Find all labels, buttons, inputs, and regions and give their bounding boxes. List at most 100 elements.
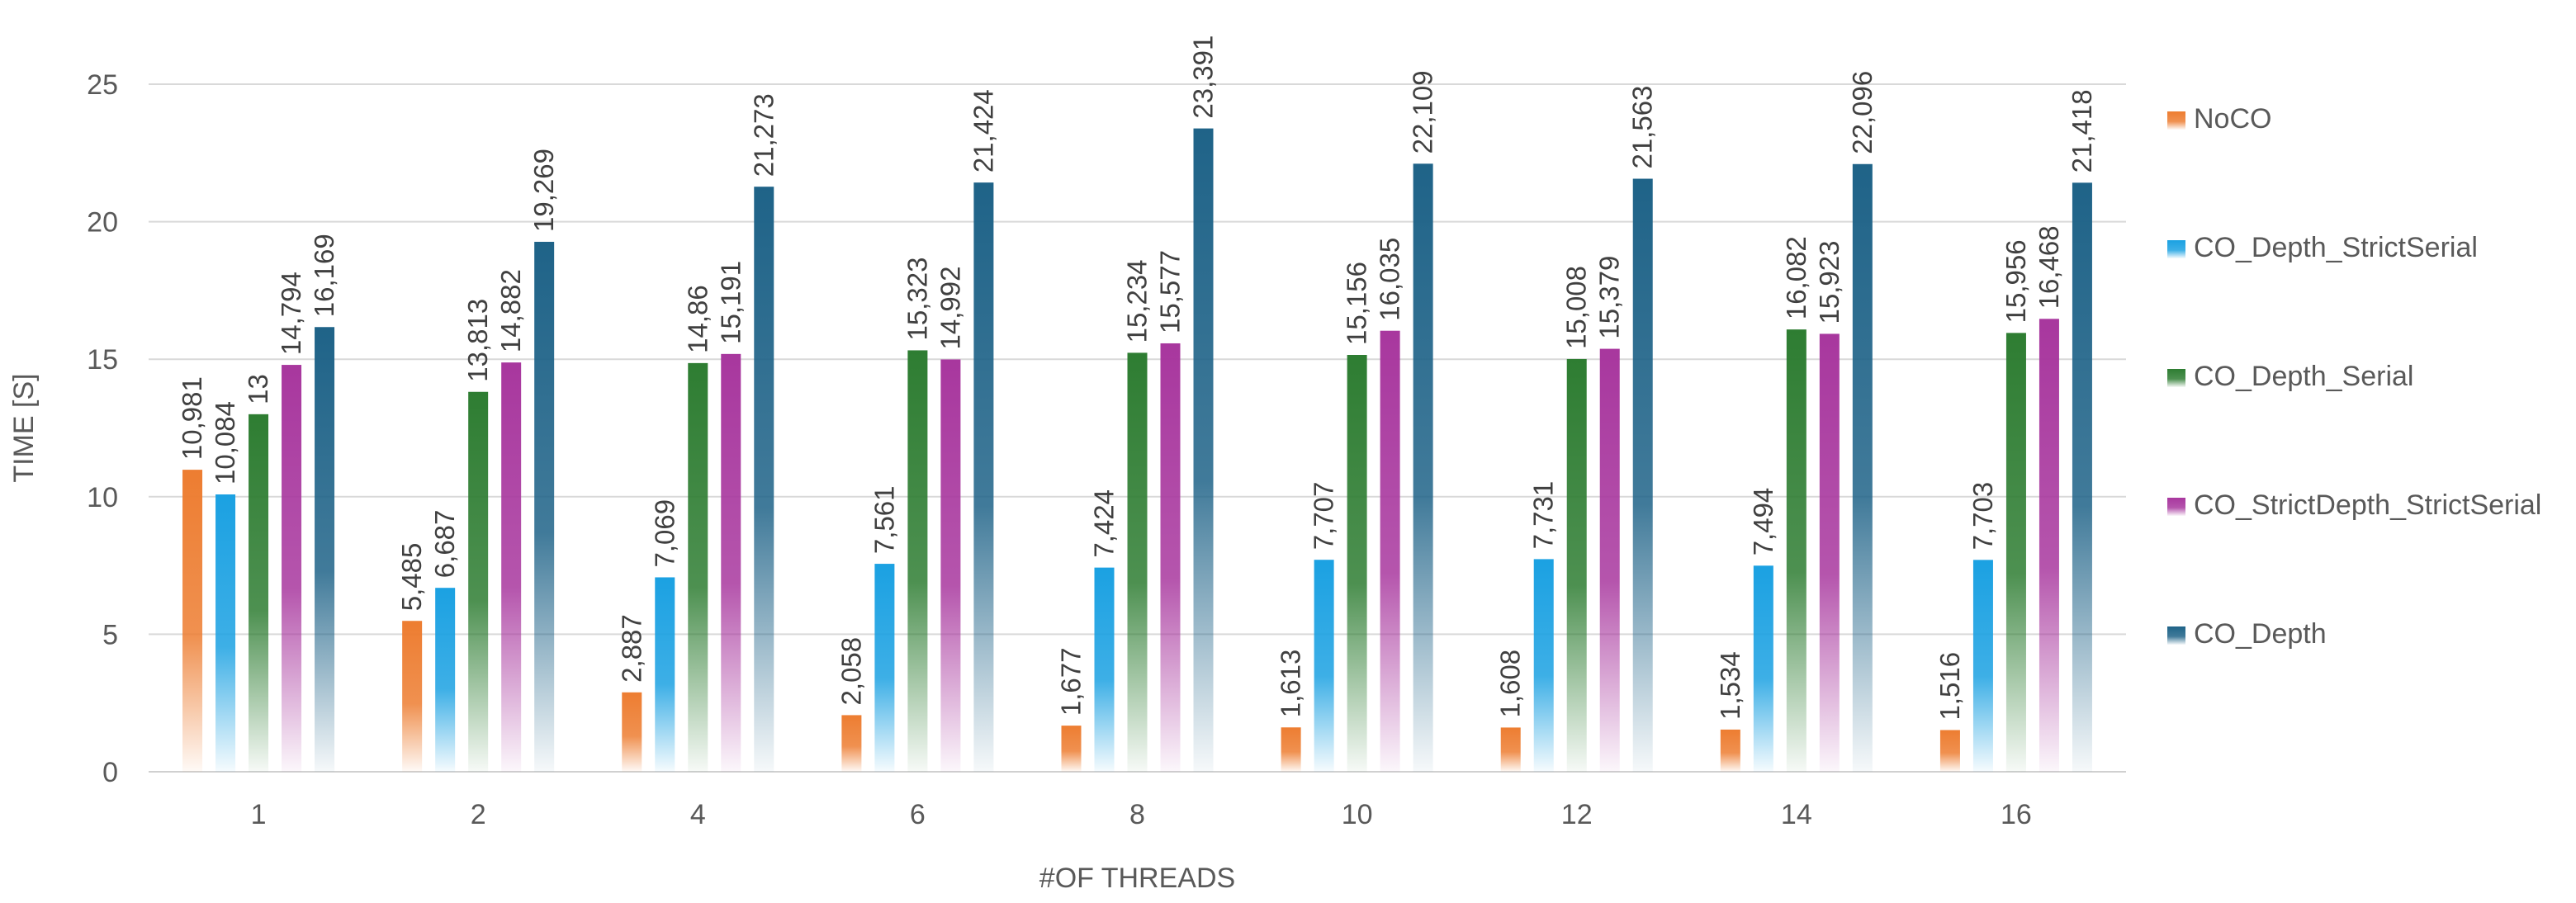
- bar: [1413, 163, 1433, 772]
- data-label: 1,677: [1056, 648, 1087, 716]
- bar: [1566, 358, 1587, 772]
- x-tick-label: 10: [1342, 799, 1373, 830]
- data-label: 23,391: [1188, 35, 1219, 119]
- bar: [1632, 178, 1653, 772]
- bar: [754, 187, 774, 772]
- data-label: 7,424: [1089, 489, 1120, 558]
- data-label: 14,882: [495, 269, 526, 352]
- bar: [2039, 319, 2059, 772]
- x-tick-label: 4: [690, 799, 706, 830]
- legend-swatch[interactable]: [2167, 111, 2185, 130]
- legend-label[interactable]: CO_Depth: [2194, 618, 2327, 650]
- data-label: 15,956: [2001, 239, 2031, 323]
- data-label: 7,561: [869, 485, 899, 554]
- bar: [874, 564, 895, 772]
- data-label: 15,156: [1342, 262, 1372, 345]
- bar: [622, 692, 642, 772]
- data-label: 15,191: [715, 261, 746, 344]
- legend-label[interactable]: NoCO: [2194, 103, 2271, 135]
- data-label: 7,707: [1309, 482, 1339, 551]
- data-label: 15,379: [1594, 256, 1625, 339]
- bar: [435, 588, 456, 772]
- bar: [2072, 182, 2092, 772]
- legend-swatch[interactable]: [2167, 240, 2185, 258]
- data-label: 1,613: [1276, 650, 1306, 718]
- bar: [402, 621, 423, 772]
- bar: [1819, 333, 1840, 772]
- bar: [249, 414, 269, 772]
- bar: [501, 362, 522, 772]
- bar: [1939, 730, 1960, 772]
- x-tick-label: 8: [1129, 799, 1145, 830]
- bar: [534, 241, 555, 772]
- y-tick-label: 10: [87, 482, 118, 513]
- x-axis-title: #OF THREADS: [1039, 863, 1235, 894]
- data-label: 16,035: [1375, 238, 1405, 321]
- data-label: 1,516: [1934, 652, 1965, 721]
- legend-swatch[interactable]: [2167, 626, 2185, 645]
- data-label: 14,992: [935, 267, 965, 350]
- legend-swatch[interactable]: [2167, 369, 2185, 387]
- bar: [1599, 348, 1620, 772]
- legend-label[interactable]: CO_StrictDepth_StrictSerial: [2194, 489, 2541, 521]
- bar: [1380, 330, 1400, 772]
- bar: [1160, 343, 1181, 772]
- legend-swatch[interactable]: [2167, 498, 2185, 516]
- y-tick-label: 5: [102, 619, 118, 650]
- data-label: 10,981: [177, 376, 207, 460]
- bar: [973, 182, 994, 772]
- bar: [2005, 333, 2026, 772]
- x-tick-label: 1: [251, 799, 267, 830]
- bar: [1500, 727, 1521, 772]
- y-tick-label: 25: [87, 69, 118, 101]
- bar: [1972, 560, 1993, 772]
- bar: [655, 577, 675, 772]
- y-tick-label: 0: [102, 757, 118, 788]
- bar: [907, 350, 928, 772]
- bar: [215, 494, 236, 772]
- data-label: 21,424: [968, 89, 998, 173]
- bar: [1533, 559, 1554, 772]
- y-tick-label: 15: [87, 344, 118, 376]
- bar: [1193, 128, 1214, 772]
- data-label: 2,058: [836, 637, 866, 706]
- x-tick-label: 12: [1561, 799, 1593, 830]
- bar: [688, 362, 708, 772]
- data-label: 7,731: [1528, 481, 1559, 550]
- data-label: 7,069: [649, 499, 680, 568]
- bar: [182, 470, 203, 772]
- data-label: 21,418: [2067, 89, 2097, 173]
- data-label: 1,534: [1715, 651, 1745, 720]
- data-label: 15,323: [902, 258, 932, 341]
- bar: [1314, 560, 1334, 772]
- data-label: 5,485: [396, 543, 427, 612]
- bar: [315, 327, 335, 773]
- data-label: 15,923: [1814, 241, 1844, 324]
- bar: [1753, 565, 1773, 772]
- y-axis-title: TIME [S]: [8, 373, 40, 482]
- data-label: 16,169: [309, 234, 339, 317]
- bar: [841, 715, 862, 772]
- bar: [1347, 355, 1367, 772]
- legend-label[interactable]: CO_Depth_Serial: [2194, 361, 2413, 392]
- y-tick-label: 20: [87, 207, 118, 239]
- legend-label[interactable]: CO_Depth_StrictSerial: [2194, 232, 2478, 263]
- data-label: 19,269: [528, 149, 559, 232]
- data-label: 7,703: [1968, 482, 1998, 551]
- bar: [282, 365, 302, 772]
- bar: [468, 391, 489, 772]
- data-label: 2,887: [616, 614, 646, 683]
- bar: [1061, 726, 1082, 772]
- data-label: 6,687: [429, 510, 460, 579]
- bar: [1281, 727, 1301, 772]
- data-label: 21,273: [748, 93, 779, 177]
- data-label: 22,096: [1847, 71, 1878, 154]
- data-label: 22,109: [1408, 70, 1438, 154]
- bar: [940, 359, 961, 772]
- x-tick-label: 2: [471, 799, 486, 830]
- bar: [1720, 729, 1740, 772]
- data-label: 16,082: [1781, 236, 1811, 319]
- data-label: 1,608: [1495, 650, 1526, 718]
